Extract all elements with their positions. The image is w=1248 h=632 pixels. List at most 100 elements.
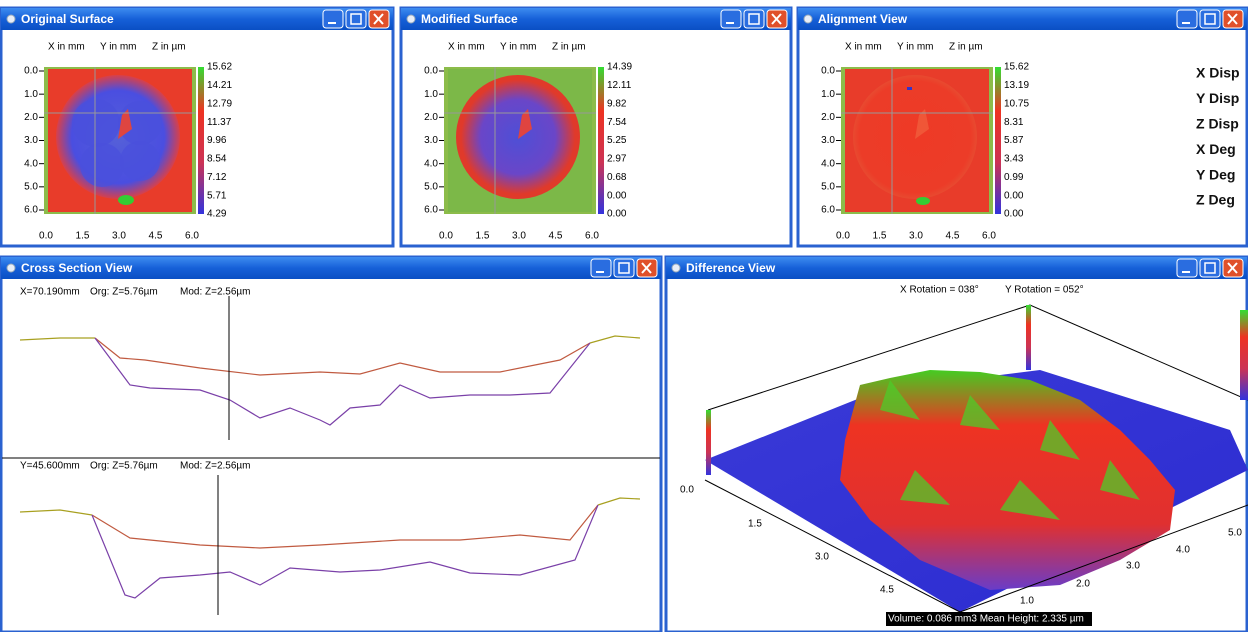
alignment-control[interactable]: Y Deg — [1196, 166, 1235, 182]
minimize-button[interactable] — [323, 10, 343, 28]
y-label: 1.0 — [424, 89, 438, 100]
surface-window-icon — [804, 15, 812, 23]
min-glyph — [1182, 22, 1190, 24]
colorbar-label: 9.96 — [207, 135, 227, 146]
minimize-button[interactable] — [721, 10, 741, 28]
surface-window-title: Modified Surface — [421, 12, 518, 26]
axis-label: 0.0 — [680, 485, 694, 496]
axis-label: 3.0 — [1126, 561, 1140, 572]
y-label: 1.0 — [821, 89, 835, 100]
colorbar-label: 5.71 — [207, 190, 227, 201]
x-label: 0.0 — [836, 231, 850, 242]
x-label: 1.5 — [476, 231, 490, 242]
colorbar-label: 8.54 — [207, 154, 227, 165]
axis-label: 1.5 — [748, 519, 762, 530]
alignment-control[interactable]: X Disp — [1196, 65, 1240, 81]
x-label: 1.5 — [76, 231, 90, 242]
axis-label: 1.0 — [1020, 596, 1034, 607]
x-label: 4.5 — [549, 231, 563, 242]
colorbar-label: 7.12 — [207, 172, 227, 183]
axis-label: 5.0 — [1228, 528, 1242, 539]
colorbar-label: 0.00 — [1004, 190, 1024, 201]
y-label: 4.0 — [821, 158, 835, 169]
x-label: 3.0 — [909, 231, 923, 242]
colorbar-label: 9.82 — [607, 98, 627, 109]
axis-header: Z in µm — [949, 42, 983, 53]
y-label: 0.0 — [424, 66, 438, 77]
colorbar — [1240, 310, 1248, 400]
x-rotation: X Rotation = 038° — [900, 285, 979, 296]
y-label: 0.0 — [821, 66, 835, 77]
alignment-control[interactable]: Z Deg — [1196, 192, 1235, 208]
colorbar-label: 4.29 — [207, 209, 227, 220]
cross-section-window-icon — [7, 264, 15, 272]
colorbar-label: 15.62 — [207, 62, 232, 73]
axis-header: Y in mm — [897, 42, 934, 53]
axis-label: 4.5 — [880, 585, 894, 596]
z-bar — [706, 410, 711, 475]
axis-header: Z in µm — [152, 42, 186, 53]
axis-header: X in mm — [48, 42, 85, 53]
desktop: Original Surface X in mm Y in mm Z in µm 0.0… — [0, 0, 1248, 632]
mod-label: Mod: Z=2.56µm — [180, 287, 251, 298]
position-label: Y=45.600mm — [20, 461, 80, 472]
axis-label: 3.0 — [815, 552, 829, 563]
min-glyph — [328, 22, 336, 24]
surface-window-icon — [407, 15, 415, 23]
y-label: 2.0 — [821, 112, 835, 123]
difference-window-title: Difference View — [686, 261, 776, 275]
axis-label: 2.0 — [1076, 579, 1090, 590]
minimize-button[interactable] — [1177, 10, 1197, 28]
x-label: 3.0 — [512, 231, 526, 242]
colorbar — [198, 67, 204, 214]
colorbar-label: 15.62 — [1004, 62, 1029, 73]
min-glyph — [726, 22, 734, 24]
colorbar-label: 0.99 — [1004, 172, 1024, 183]
colorbar-label: 13.19 — [1004, 80, 1029, 91]
colorbar — [598, 67, 604, 214]
colorbar-label: 5.25 — [607, 135, 627, 146]
axis-header: X in mm — [448, 42, 485, 53]
x-label: 3.0 — [112, 231, 126, 242]
colorbar-label: 10.75 — [1004, 98, 1029, 109]
minimize-button[interactable] — [1177, 259, 1197, 277]
x-label: 4.5 — [946, 231, 960, 242]
heatmap-spot — [118, 195, 134, 205]
surface-window-icon — [7, 15, 15, 23]
heatmap-spot — [907, 87, 912, 90]
axis-header: X in mm — [845, 42, 882, 53]
alignment-control[interactable]: X Deg — [1196, 141, 1236, 157]
heatmap-lobe — [120, 141, 160, 181]
surface-window-title: Original Surface — [21, 12, 114, 26]
colorbar-label: 0.68 — [607, 172, 627, 183]
alignment-control[interactable]: Z Disp — [1196, 116, 1239, 132]
x-label: 6.0 — [585, 231, 599, 242]
colorbar-label: 14.21 — [207, 80, 232, 91]
y-label: 4.0 — [424, 158, 438, 169]
y-label: 6.0 — [24, 205, 38, 216]
axis-header: Y in mm — [500, 42, 537, 53]
heatmap-spot — [916, 197, 930, 205]
heatmap-lobe — [80, 143, 124, 187]
maximize-button[interactable] — [744, 10, 764, 28]
colorbar-label: 14.39 — [607, 62, 632, 73]
y-label: 3.0 — [424, 135, 438, 146]
org-label: Org: Z=5.76µm — [90, 461, 158, 472]
maximize-button[interactable] — [1200, 259, 1220, 277]
alignment-control[interactable]: Y Disp — [1196, 90, 1239, 106]
colorbar-label: 8.31 — [1004, 117, 1024, 128]
y-label: 6.0 — [424, 205, 438, 216]
y-label: 3.0 — [821, 135, 835, 146]
x-label: 6.0 — [982, 231, 996, 242]
colorbar-label: 3.43 — [1004, 154, 1024, 165]
minimize-button[interactable] — [591, 259, 611, 277]
colorbar-label: 12.11 — [607, 80, 632, 91]
colorbar-label: 2.97 — [607, 154, 627, 165]
maximize-button[interactable] — [614, 259, 634, 277]
maximize-button[interactable] — [346, 10, 366, 28]
x-label: 1.5 — [873, 231, 887, 242]
colorbar-label: 5.87 — [1004, 135, 1024, 146]
min-glyph — [1182, 271, 1190, 273]
footer-text: Volume: 0.086 mm3 Mean Height: 2.335 µm — [888, 614, 1084, 625]
maximize-button[interactable] — [1200, 10, 1220, 28]
